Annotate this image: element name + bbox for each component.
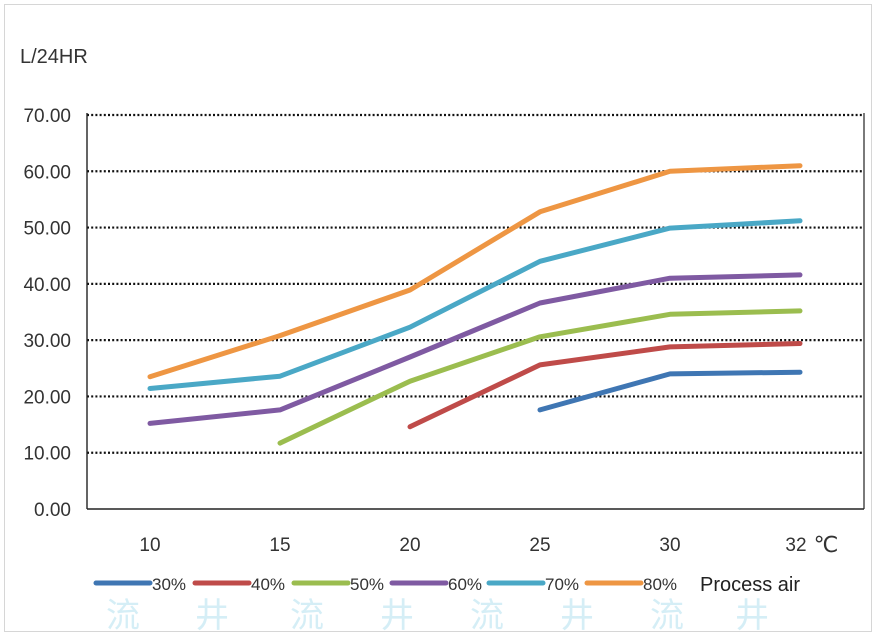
y-tick-labels: 0.00 10.00 20.00 30.00 40.00 50.00 60.00 70.00 xyxy=(23,106,71,521)
x-tick-label: 25 xyxy=(529,535,550,556)
y-tick-label: 60.00 xyxy=(23,162,71,183)
series-line xyxy=(277,308,803,446)
chart-frame xyxy=(4,4,872,632)
watermark-glyph: 流 xyxy=(290,597,324,635)
watermark-glyph: 流 xyxy=(650,597,684,635)
watermark-glyph: 井 xyxy=(560,597,594,635)
y-tick-label: 70.00 xyxy=(23,106,71,127)
series-line xyxy=(147,272,803,426)
watermark-layer: 流井流井流井流井 xyxy=(106,597,769,635)
axes xyxy=(86,113,865,510)
legend-label: 30% xyxy=(152,575,186,594)
x-tick-label: 15 xyxy=(269,535,290,556)
y-tick-label: 0.00 xyxy=(34,500,71,521)
x-tick-labels: 10 15 20 25 30 32 ℃ xyxy=(139,532,838,557)
series-line xyxy=(147,218,803,391)
x-tick-label: 30 xyxy=(659,535,680,556)
legend-title: Process air xyxy=(700,574,800,596)
watermark-glyph: 流 xyxy=(106,597,140,635)
y-tick-label: 50.00 xyxy=(23,219,71,240)
y-tick-label: 40.00 xyxy=(23,275,71,296)
y-tick-label: 10.00 xyxy=(23,444,71,465)
legend-label: 60% xyxy=(448,575,482,594)
x-tick-label: 10 xyxy=(139,535,160,556)
watermark-glyph: 井 xyxy=(735,597,769,635)
y-tick-label: 20.00 xyxy=(23,387,71,408)
series-line xyxy=(537,369,803,413)
legend: 30% 40% 50% 60% 70% 80% Process air xyxy=(93,574,800,596)
legend-label: 50% xyxy=(350,575,384,594)
series-line xyxy=(407,341,803,430)
x-tick-label: 20 xyxy=(399,535,420,556)
x-unit-label: ℃ xyxy=(814,532,839,557)
legend-label: 40% xyxy=(251,575,285,594)
series-line xyxy=(147,163,803,380)
watermark-glyph: 井 xyxy=(380,597,414,635)
gridlines xyxy=(87,113,864,454)
legend-label: 70% xyxy=(545,575,579,594)
watermark-glyph: 流 xyxy=(470,597,504,635)
legend-label: 80% xyxy=(643,575,677,594)
y-axis-label: L/24HR xyxy=(20,46,88,68)
x-tick-label: 32 xyxy=(785,535,806,556)
watermark-glyph: 井 xyxy=(195,597,229,635)
series-lines xyxy=(147,163,803,446)
y-tick-label: 30.00 xyxy=(23,331,71,352)
